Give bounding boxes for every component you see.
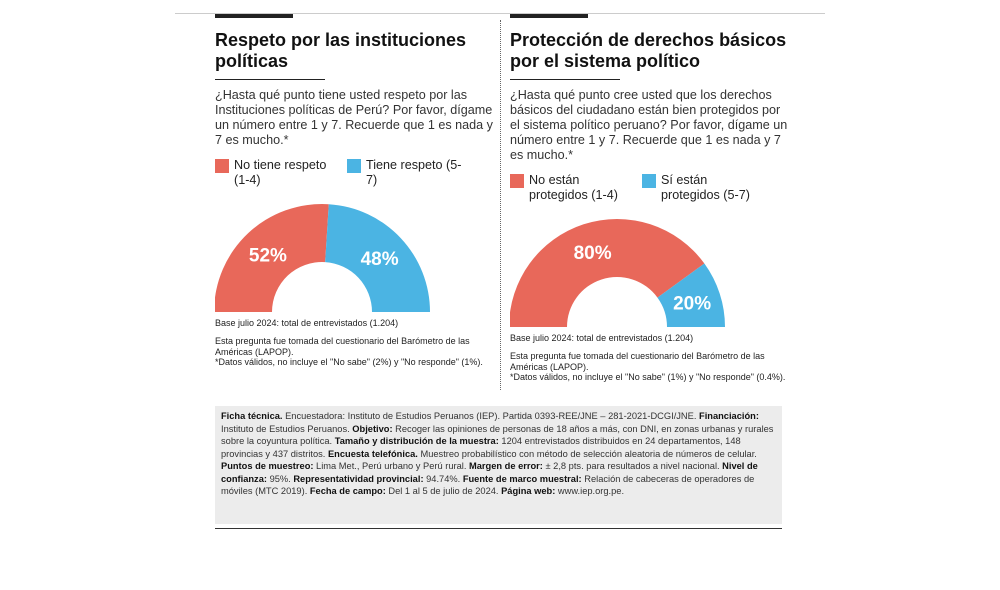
note-text: Esta pregunta fue tomada del cuestionari…: [510, 351, 790, 383]
footer-value: www.iep.org.pe.: [555, 486, 625, 496]
note-source: Esta pregunta fue tomada del cuestionari…: [215, 336, 470, 357]
legend-label: Sí están protegidos (5-7): [661, 173, 750, 202]
footer-value: 1204 entrevistados distribuidos en 24 de…: [221, 436, 741, 459]
legend-label: No están protegidos (1-4): [529, 173, 618, 202]
legend-swatch: [347, 159, 361, 173]
footer-key: Fecha de campo:: [309, 486, 386, 496]
chart-title: Respeto por las instituciones políticas: [215, 30, 467, 71]
footer-key: Página web:: [501, 486, 556, 496]
footer-key: Tamaño y distribución de la muestra:: [334, 436, 499, 446]
footer-key: Ficha técnica.: [221, 411, 283, 421]
base-text: Base julio 2024: total de entrevistados …: [510, 333, 694, 343]
footer-value: Muestreo probabilístico con método de se…: [417, 448, 757, 459]
note-source: Esta pregunta fue tomada del cuestionari…: [510, 351, 765, 372]
footer-rule: [215, 528, 782, 529]
legend-item: No están protegidos (1-4): [510, 173, 628, 203]
data-label: 48%: [361, 249, 399, 270]
donut-segment: [510, 218, 705, 327]
column-divider: [500, 20, 501, 390]
footer-value: 95%.: [266, 473, 294, 484]
top-rule: [175, 13, 825, 14]
technical-sheet: Ficha técnica. Encuestadora: Instituto d…: [215, 406, 782, 524]
half-donut-chart: 80% 20%: [510, 218, 725, 327]
footer-value: Recoger las opiniones de personas de 18 …: [221, 423, 774, 447]
data-label: 52%: [249, 245, 287, 266]
question-text: ¿Hasta qué punto cree usted que los dere…: [510, 88, 788, 162]
legend-label: No tiene respeto (1-4): [234, 158, 327, 187]
footer-value: Lima Met., Perú urbano y Perú rural.: [313, 461, 470, 471]
footer-value: Instituto de Estudios Peruanos.: [221, 423, 353, 434]
legend-item: No tiene respeto (1-4): [215, 158, 333, 188]
footer-key: Puntos de muestreo:: [221, 461, 314, 471]
legend-item: Sí están protegidos (5-7): [642, 173, 760, 203]
footer-key: Fuente de marco muestral:: [462, 473, 582, 484]
title-bar: [215, 14, 293, 18]
footer-key: Margen de error:: [469, 461, 543, 471]
legend-label: Tiene respeto (5-7): [366, 158, 462, 187]
chart-title: Protección de derechos básicos por el si…: [510, 30, 787, 71]
footer-key: Objetivo:: [352, 423, 393, 434]
note-text: Esta pregunta fue tomada del cuestionari…: [215, 336, 495, 368]
donut-segment: [325, 204, 430, 312]
half-donut-chart: 52% 48%: [215, 204, 430, 312]
legend-swatch: [215, 159, 229, 173]
legend-item: Tiene respeto (5-7): [347, 158, 465, 188]
footer-value: Del 1 al 5 de julio de 2024.: [385, 486, 502, 496]
donut-segment: [215, 204, 329, 312]
footer-key: Financiación:: [699, 411, 759, 421]
footer-value: Encuestadora: Instituto de Estudios Peru…: [282, 411, 700, 421]
footer-value: Relación de cabeceras de operadores de m…: [221, 473, 755, 497]
legend: No tiene respeto (1-4) Tiene respeto (5-…: [215, 158, 495, 188]
note-valid: *Datos válidos, no incluye el "No sabe" …: [215, 357, 483, 367]
data-label: 80%: [574, 243, 612, 264]
data-label: 20%: [673, 294, 711, 315]
chart-panel: Protección de derechos básicos por el si…: [510, 14, 790, 383]
title-underline: [510, 79, 620, 80]
footer-key: Encuesta telefónica.: [327, 448, 418, 459]
question-text: ¿Hasta qué punto tiene usted respeto por…: [215, 88, 493, 147]
legend: No están protegidos (1-4) Sí están prote…: [510, 173, 790, 203]
chart-panel: Respeto por las instituciones políticas …: [215, 14, 495, 368]
base-text: Base julio 2024: total de entrevistados …: [215, 318, 399, 328]
note-valid: *Datos válidos, no incluye el "No sabe" …: [510, 372, 786, 382]
title-bar: [510, 14, 588, 18]
legend-swatch: [642, 174, 656, 188]
donut-segment: [657, 263, 725, 327]
legend-swatch: [510, 174, 524, 188]
title-underline: [215, 79, 325, 80]
footer-value: 94.74%.: [423, 473, 463, 484]
footer-key: Representatividad provincial:: [293, 473, 424, 484]
footer-value: ± 2,8 pts. para resultados a nivel nacio…: [542, 461, 723, 471]
footer-key: Nivel de confianza:: [221, 461, 758, 484]
